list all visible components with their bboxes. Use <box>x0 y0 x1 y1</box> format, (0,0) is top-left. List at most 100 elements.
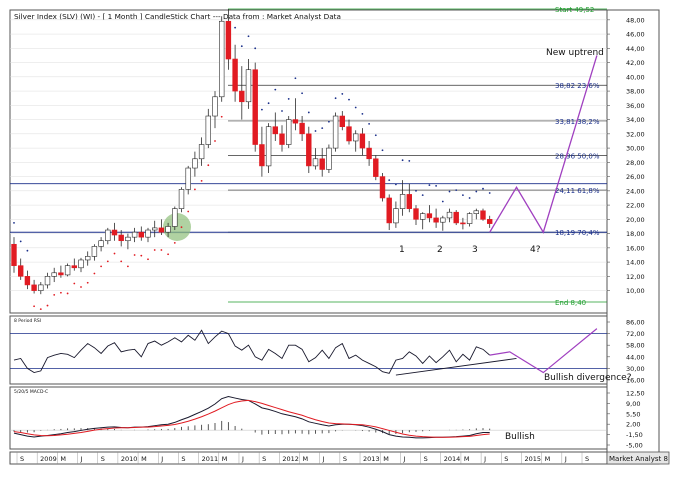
fibonacci-levels: Start 49,52 38,82 23,6% 33,81 38,2% 28,96 5… <box>228 6 607 307</box>
x-tick-label: S <box>343 455 347 463</box>
sar-dot <box>13 222 15 224</box>
y-axis-column <box>606 9 660 465</box>
macd-tick-label: -1,50 <box>626 431 643 439</box>
candle-body <box>78 259 84 269</box>
candle-body <box>346 126 352 142</box>
candle-body <box>473 210 479 214</box>
sar-dot <box>220 115 223 118</box>
x-tick-label: M <box>60 455 66 463</box>
candle-body <box>71 265 78 269</box>
price-tick-label: 18,00 <box>626 230 645 238</box>
rsi-reference-lines <box>10 333 607 369</box>
x-tick-label: S <box>585 455 589 463</box>
price-tick-label: 28,00 <box>626 159 645 167</box>
x-tick-label: M <box>141 455 147 463</box>
sar-dot <box>274 88 277 91</box>
sar-dot <box>120 260 123 263</box>
new-uptrend-label: New uptrend <box>546 48 604 58</box>
price-tick-label: 16,00 <box>626 244 645 252</box>
x-tick-label: J <box>564 455 567 463</box>
sar-dot <box>301 92 303 95</box>
candle-body <box>225 20 232 60</box>
sar-dot <box>261 108 263 111</box>
candle-body <box>91 246 98 257</box>
candle-body <box>125 236 131 242</box>
sar-dot <box>207 164 210 167</box>
sar-dot <box>462 194 464 197</box>
sar-dot <box>287 98 290 100</box>
candle-body <box>279 133 285 145</box>
sar-dot <box>200 179 203 182</box>
candle-body <box>419 213 426 220</box>
price-tick-label: 42,00 <box>626 59 645 67</box>
sar-dot <box>281 110 283 112</box>
sar-dot <box>381 149 384 152</box>
candle-body <box>24 276 31 286</box>
candle-body <box>426 213 433 219</box>
candle-body <box>152 227 158 231</box>
parabolic-sar <box>13 26 491 311</box>
sar-dot <box>448 190 451 193</box>
sar-dot <box>39 308 42 311</box>
candle-body <box>212 96 218 117</box>
macd-line-path <box>13 396 490 439</box>
candle-body <box>373 158 379 177</box>
x-tick-label: M <box>383 455 389 463</box>
macd-label: 5/20/5 MACD-C <box>14 389 48 395</box>
wave-4-label: 4? <box>530 245 541 255</box>
x-tick-label: 2014 <box>444 455 461 463</box>
sar-dot <box>408 160 411 162</box>
sar-dot <box>348 98 350 101</box>
x-tick-label: S <box>424 455 428 463</box>
candle-body <box>138 231 144 238</box>
sar-dot <box>133 254 136 256</box>
sar-dot <box>314 130 317 132</box>
sar-dot <box>361 112 364 115</box>
rsi-tick-label: 72,00 <box>626 330 645 338</box>
candle-body <box>399 194 406 209</box>
candle-body <box>339 115 345 128</box>
sar-dot <box>60 291 62 294</box>
price-tick-label: 30,00 <box>626 145 645 153</box>
fib-label: 28,96 50,0% <box>555 153 600 161</box>
sar-dot <box>441 200 444 203</box>
price-tick-label: 10,00 <box>626 287 645 295</box>
macd-tick-label: 12,50 <box>626 390 645 398</box>
x-tick-label: 2011 <box>202 455 219 463</box>
candle-body <box>17 265 24 277</box>
candle-body <box>131 231 138 238</box>
rsi-tick-label: 30,00 <box>626 365 645 373</box>
x-tick-label: 2015 <box>524 455 541 463</box>
x-tick-label: J <box>483 455 486 463</box>
sar-dot <box>482 187 484 190</box>
candle-body <box>31 284 37 291</box>
fib-label: Start 49,52 <box>555 6 594 14</box>
fib-label: 38,82 23,6% <box>555 82 600 90</box>
candle-body <box>332 115 339 149</box>
sar-dot <box>254 47 257 50</box>
candle-body <box>64 265 71 276</box>
candle-body <box>359 133 366 149</box>
candle-body <box>105 229 111 242</box>
rsi-trendline <box>395 358 517 376</box>
sar-dot <box>368 122 370 125</box>
candle-body <box>232 58 238 92</box>
price-tick-label: 36,00 <box>626 102 645 110</box>
candles <box>11 9 493 295</box>
sar-dot <box>86 281 89 284</box>
x-tick-label: J <box>160 455 163 463</box>
candle-body <box>486 219 493 224</box>
rsi-y-axis: 86,00 72,00 58,00 44,00 30,00 16,00 <box>607 319 645 385</box>
candle-body <box>292 119 299 124</box>
sar-dot <box>401 159 404 162</box>
candle-body <box>172 208 178 227</box>
x-tick-label: J <box>241 455 244 463</box>
price-tick-label: 12,00 <box>626 273 645 281</box>
candle-body <box>165 226 171 233</box>
price-tick-label: 34,00 <box>626 116 645 124</box>
candle-body <box>319 158 325 170</box>
sar-dot <box>26 249 29 252</box>
price-tick-label: 26,00 <box>626 173 645 181</box>
candle-body <box>285 119 292 145</box>
sar-dot <box>153 249 156 251</box>
